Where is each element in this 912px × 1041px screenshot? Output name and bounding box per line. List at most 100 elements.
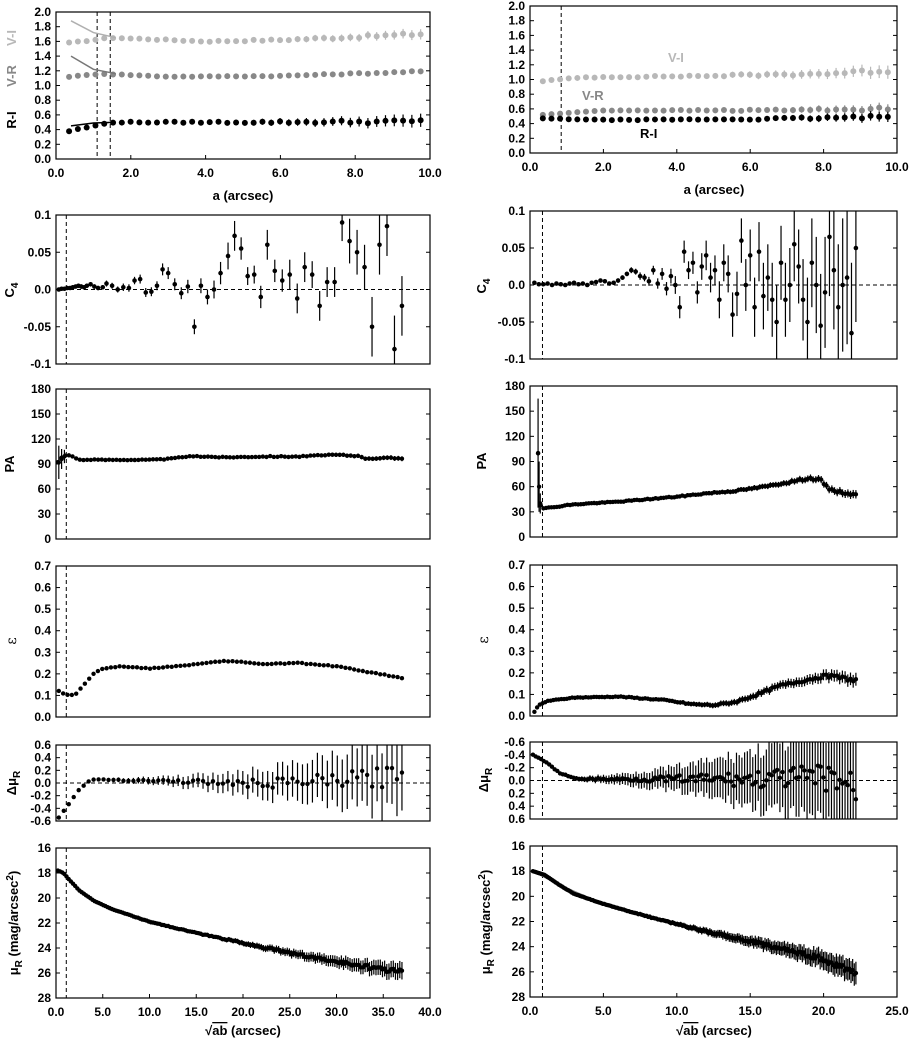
profile-point bbox=[325, 782, 330, 787]
x-ticks: 0.0 5.0 10.0 15.0 20.0 25.0 30.0 35.0 40.0 bbox=[48, 994, 442, 1019]
y-tick-label: 20 bbox=[512, 889, 526, 903]
profile-point bbox=[132, 457, 137, 463]
series-v-r-point bbox=[565, 109, 572, 116]
series-v-r-point bbox=[197, 73, 204, 80]
series-v-r-point bbox=[755, 107, 762, 114]
series-r-i-point bbox=[755, 116, 762, 123]
profile-point bbox=[86, 779, 91, 784]
plot-area bbox=[56, 215, 430, 364]
profile-point bbox=[753, 693, 759, 699]
y-ticks: -0.1 -0.05 0.0 0.05 0.1 bbox=[24, 208, 430, 371]
series-v-i-point bbox=[92, 36, 99, 43]
y-tick-label: 0.7 bbox=[508, 558, 525, 572]
plot-clip-group bbox=[56, 848, 405, 998]
series-v-r-point bbox=[617, 107, 624, 114]
y-tick-label: 0.1 bbox=[34, 208, 51, 222]
y-tick-label: 0.0 bbox=[508, 774, 525, 788]
profile-point bbox=[821, 775, 826, 780]
y-tick-label: 0.4 bbox=[508, 117, 525, 131]
series-r-i-point bbox=[74, 126, 81, 133]
series-v-r-point bbox=[215, 73, 222, 80]
profile-point bbox=[317, 662, 322, 668]
profile-point bbox=[347, 666, 353, 671]
series-v-i-point bbox=[180, 37, 187, 44]
profile-point bbox=[395, 674, 400, 680]
profile-point bbox=[337, 452, 342, 458]
series-v-r-point bbox=[643, 107, 650, 114]
y-tick-label: 0.1 bbox=[508, 204, 525, 218]
series-v-r-point bbox=[626, 107, 633, 114]
c4-point bbox=[637, 273, 643, 279]
series-r-i-point bbox=[373, 118, 380, 125]
profile-point bbox=[66, 453, 72, 458]
series-v-r-point bbox=[171, 73, 178, 80]
series-v-r-point bbox=[320, 71, 327, 78]
plot-clip-group bbox=[530, 742, 897, 819]
profile-point bbox=[796, 775, 802, 780]
profile-point bbox=[370, 456, 375, 461]
series-v-r-point bbox=[206, 73, 213, 80]
profile-point bbox=[848, 770, 853, 776]
c4-point bbox=[646, 279, 652, 284]
series-v-i-point bbox=[789, 72, 796, 79]
series-v-i-point bbox=[764, 71, 771, 78]
profile-point bbox=[299, 660, 305, 666]
x-tick-label: 40.0 bbox=[418, 1005, 442, 1019]
profile-point bbox=[250, 777, 255, 782]
series-v-i-point bbox=[127, 35, 134, 42]
y-axis-label: μR (mag/arcsec2) bbox=[477, 870, 497, 975]
profile-point bbox=[146, 778, 151, 783]
profile-point bbox=[91, 777, 96, 782]
series-v-r-point bbox=[347, 70, 354, 77]
series-v-r-point bbox=[303, 72, 310, 79]
profile-point bbox=[291, 660, 296, 666]
series-r-i-point bbox=[884, 113, 891, 120]
y-tick-label: 2.0 bbox=[34, 5, 51, 19]
series-v-r-point bbox=[285, 72, 292, 79]
profile-point bbox=[136, 778, 141, 783]
profile-point bbox=[823, 788, 829, 793]
profile-point bbox=[369, 670, 374, 675]
profile-point bbox=[356, 668, 361, 673]
profile-point bbox=[100, 666, 105, 672]
profile-point bbox=[121, 457, 126, 463]
profile-point bbox=[334, 664, 339, 669]
series-r-i-point bbox=[695, 116, 702, 123]
profile-point bbox=[728, 779, 734, 784]
profile-point bbox=[853, 970, 859, 976]
series-v-i-point bbox=[356, 34, 363, 41]
c4-point bbox=[339, 220, 345, 225]
profile-point bbox=[280, 776, 285, 781]
series-v-i-point bbox=[171, 37, 178, 44]
c4-point bbox=[673, 282, 678, 288]
plot-clip-group bbox=[66, 12, 424, 159]
y-tick-label: 0.4 bbox=[508, 623, 525, 637]
profile-point bbox=[764, 778, 769, 783]
y-tick-label: 0.2 bbox=[34, 763, 51, 777]
profile-point bbox=[755, 769, 761, 775]
profile-point bbox=[88, 457, 94, 463]
profile-point bbox=[549, 764, 555, 769]
series-v-r-point bbox=[660, 107, 667, 114]
profile-point bbox=[351, 667, 357, 672]
x-tick-label: 6.0 bbox=[742, 160, 759, 174]
plot-clip-group bbox=[530, 846, 859, 997]
profile-point bbox=[777, 775, 783, 781]
profile-point bbox=[152, 665, 157, 670]
profile-point bbox=[178, 663, 183, 669]
profile-point bbox=[121, 664, 127, 669]
profile-point bbox=[56, 815, 62, 820]
profile-point bbox=[354, 775, 360, 780]
plot-clip-group bbox=[56, 389, 405, 539]
profile-point bbox=[221, 658, 227, 664]
plot-frame bbox=[529, 564, 898, 717]
profile-point bbox=[235, 454, 240, 460]
series-r-i-point bbox=[189, 118, 196, 125]
profile-point bbox=[156, 778, 161, 783]
plot-frame bbox=[55, 11, 431, 160]
y-tick-label: -0.1 bbox=[30, 357, 51, 371]
series-r-i-point bbox=[294, 119, 301, 126]
profile-point bbox=[225, 778, 231, 784]
profile-point bbox=[273, 661, 279, 666]
